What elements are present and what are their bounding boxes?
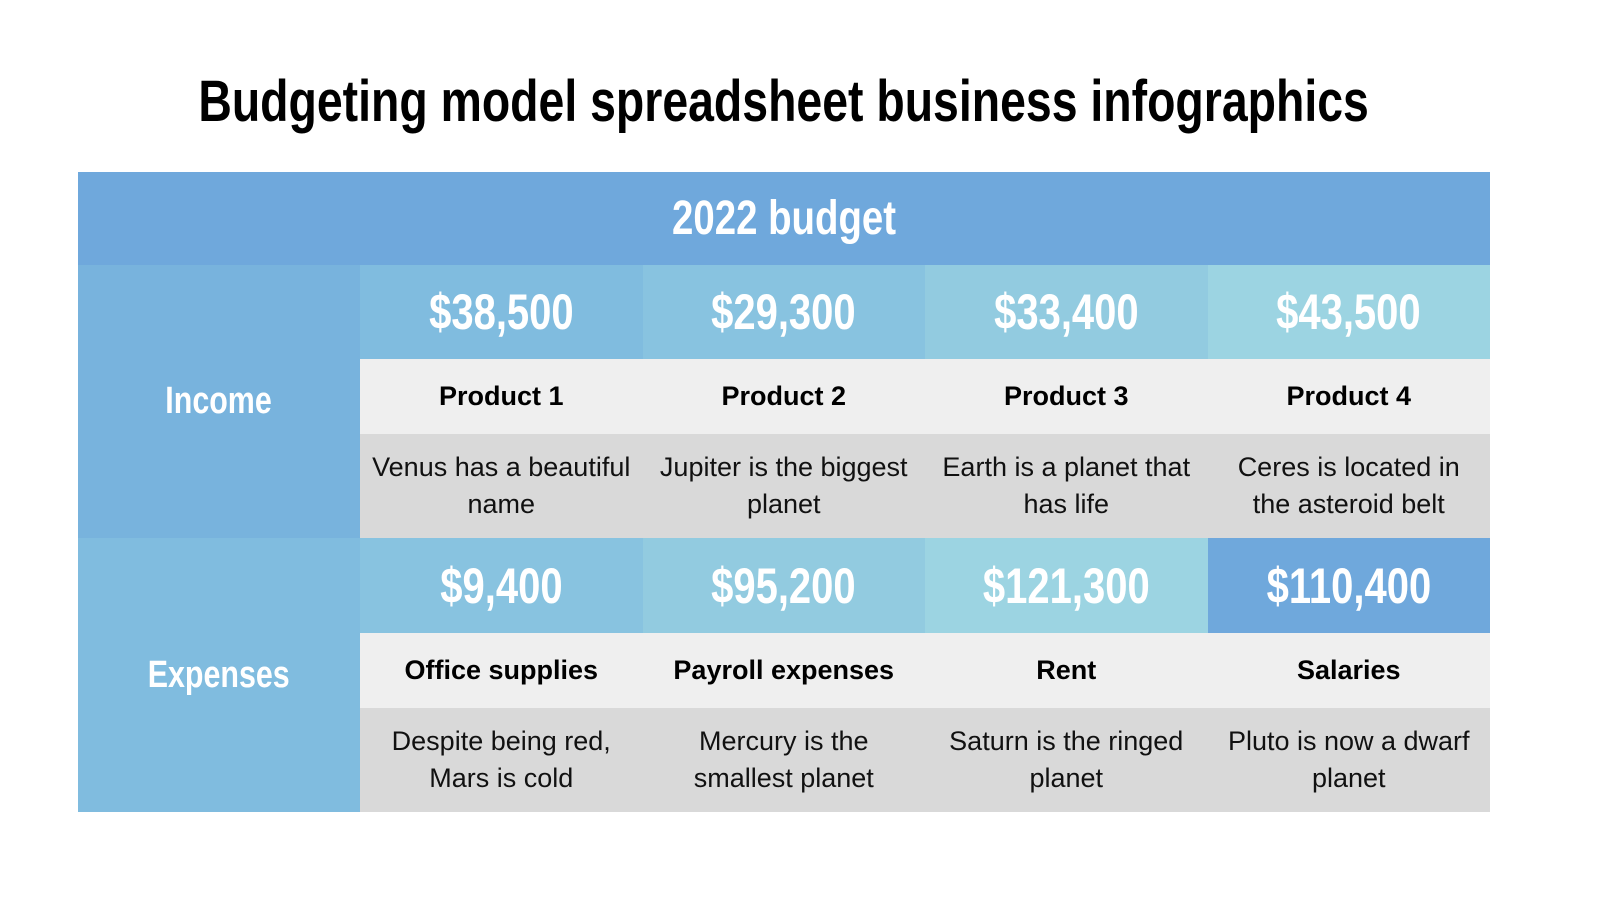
income-value: $43,500 xyxy=(1207,265,1490,359)
expenses-value: $95,200 xyxy=(642,538,925,633)
expenses-value-text: $95,200 xyxy=(711,557,857,614)
income-item-desc-text: Ceres is located in the asteroid belt xyxy=(1237,452,1460,519)
income-value: $29,300 xyxy=(642,265,925,359)
expenses-value: $9,400 xyxy=(360,538,643,633)
income-label: Income xyxy=(78,265,360,538)
expenses-item-name: Payroll expenses xyxy=(642,633,925,708)
budget-table: 2022 budget Income $38,500 Product 1 Venus … xyxy=(78,172,1490,812)
income-item-name-text: Product 1 xyxy=(438,381,564,411)
income-item-desc: Ceres is located in the asteroid belt xyxy=(1207,434,1490,538)
income-item-desc-text: Venus has a beautiful name xyxy=(372,452,631,519)
income-item-desc-text: Earth is a planet that has life xyxy=(942,452,1191,519)
expenses-item-desc-text: Saturn is the ringed planet xyxy=(949,726,1184,793)
expenses-item-name: Salaries xyxy=(1207,633,1490,708)
expenses-item-name: Rent xyxy=(925,633,1208,708)
expenses-value: $110,400 xyxy=(1207,538,1490,633)
expenses-value-text: $121,300 xyxy=(982,557,1150,614)
table-header: 2022 budget xyxy=(78,172,1490,265)
expenses-item-name-text: Office supplies xyxy=(404,655,599,685)
income-item-name: Product 3 xyxy=(925,359,1208,434)
income-label-text: Income xyxy=(165,380,273,422)
expenses-item-desc: Pluto is now a dwarf planet xyxy=(1207,708,1490,812)
expenses-item-name-text: Salaries xyxy=(1296,655,1401,685)
title-text: Budgeting model spreadsheet business inf… xyxy=(198,69,1370,134)
expenses-item-name-text: Payroll expenses xyxy=(673,655,895,685)
income-item-name-text: Product 2 xyxy=(721,381,847,411)
income-value-text: $29,300 xyxy=(711,284,857,340)
income-item-name: Product 4 xyxy=(1207,359,1490,434)
expenses-label: Expenses xyxy=(78,538,360,812)
expenses-item-name: Office supplies xyxy=(360,633,643,708)
income-item-desc: Earth is a planet that has life xyxy=(925,434,1208,538)
page-title: Budgeting model spreadsheet business inf… xyxy=(0,68,1568,135)
income-value-text: $43,500 xyxy=(1276,284,1422,340)
income-value: $38,500 xyxy=(360,265,643,359)
income-item-name: Product 2 xyxy=(642,359,925,434)
income-value: $33,400 xyxy=(925,265,1208,359)
expenses-label-text: Expenses xyxy=(148,653,290,696)
expenses-item-desc: Despite being red, Mars is cold xyxy=(360,708,643,812)
expenses-item-desc-text: Pluto is now a dwarf planet xyxy=(1227,726,1470,793)
income-item-desc: Venus has a beautiful name xyxy=(360,434,643,538)
header-text: 2022 budget xyxy=(671,192,897,245)
income-value-text: $33,400 xyxy=(993,284,1139,340)
expenses-item-desc: Saturn is the ringed planet xyxy=(925,708,1208,812)
income-item-desc-text: Jupiter is the biggest planet xyxy=(659,452,908,519)
expenses-value-text: $9,400 xyxy=(440,557,563,614)
expenses-item-name-text: Rent xyxy=(1036,655,1097,685)
income-item-name-text: Product 4 xyxy=(1286,381,1412,411)
expenses-item-desc-text: Despite being red, Mars is cold xyxy=(391,726,611,793)
income-item-name: Product 1 xyxy=(360,359,643,434)
income-value-text: $38,500 xyxy=(428,284,574,340)
expenses-value: $121,300 xyxy=(925,538,1208,633)
expenses-item-desc-text: Mercury is the smallest planet xyxy=(693,726,874,793)
income-item-desc: Jupiter is the biggest planet xyxy=(642,434,925,538)
income-item-name-text: Product 3 xyxy=(1003,381,1129,411)
expenses-item-desc: Mercury is the smallest planet xyxy=(642,708,925,812)
expenses-value-text: $110,400 xyxy=(1266,557,1432,614)
